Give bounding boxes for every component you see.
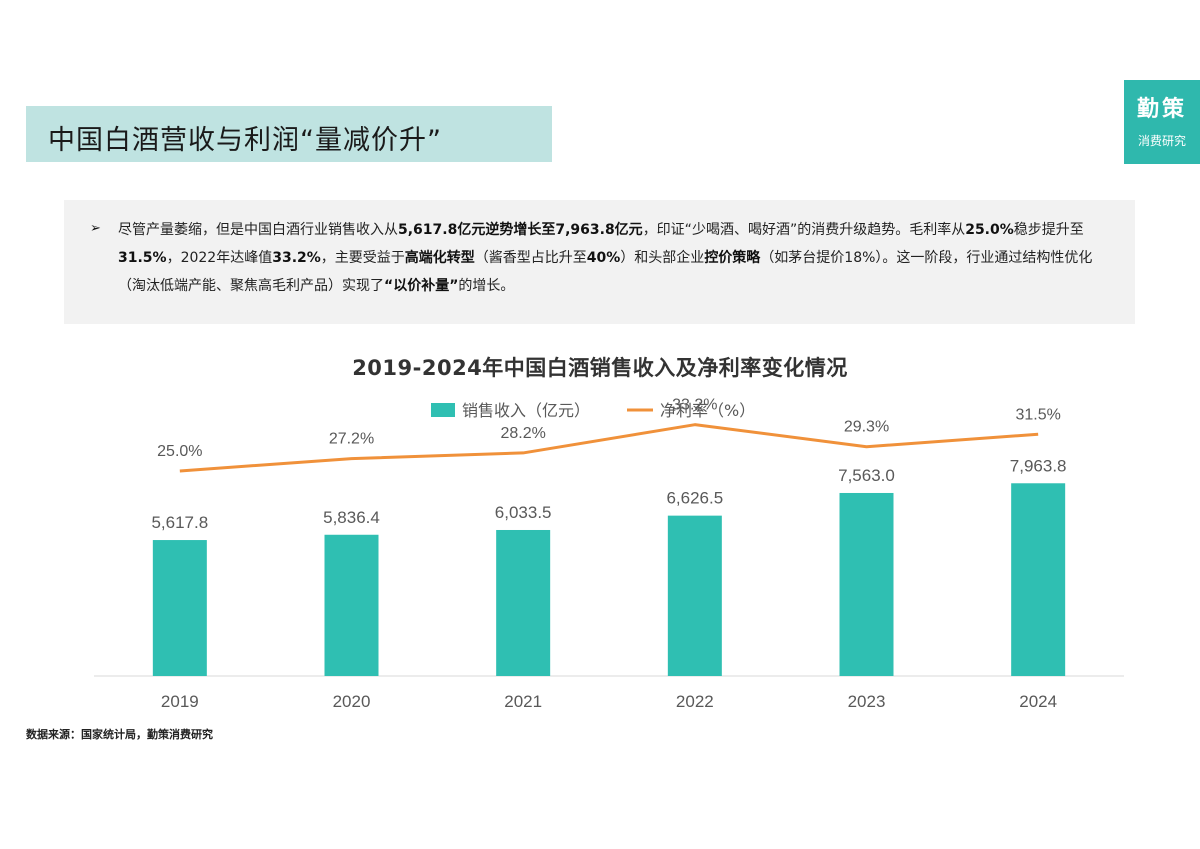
legend-label-revenue: 销售收入（亿元） — [462, 401, 590, 420]
legend-label-margin: 净利率（%） — [660, 401, 755, 420]
summary-highlight: “以价补量” — [384, 278, 459, 294]
chart-title: 2019-2024年中国白酒销售收入及净利率变化情况 — [352, 356, 848, 380]
bar-value-label: 7,963.8 — [1010, 456, 1067, 475]
summary-segment: ，印证“少喝酒、喝好酒”的消费升级趋势。毛利率从 — [642, 222, 966, 238]
bar-value-label: 5,617.8 — [151, 513, 208, 532]
legend-swatch-revenue — [431, 403, 455, 417]
summary-highlight: 5,617.8亿元逆势增长至7,963.8亿元 — [398, 222, 643, 238]
logo-subtext: 消费研究 — [1137, 134, 1186, 148]
bar-value-label: 5,836.4 — [323, 508, 380, 527]
line-net-margin — [179, 423, 1039, 473]
summary-text: 尽管产量萎缩，但是中国白酒行业销售收入从5,617.8亿元逆势增长至7,963.… — [118, 216, 1114, 300]
brand-logo: 勤策 消费研究 — [1124, 80, 1200, 164]
summary-highlight: 控价策略 — [704, 250, 761, 266]
line-value-label: 28.2% — [500, 425, 545, 442]
x-tick-label: 2022 — [676, 692, 714, 711]
bar-revenue — [839, 492, 894, 676]
bar-revenue — [324, 534, 379, 676]
summary-highlight: 33.2% — [272, 250, 321, 266]
bar-value-label: 7,563.0 — [838, 466, 895, 485]
line-value-label: 33.2% — [672, 397, 717, 414]
summary-highlight: 40% — [586, 250, 621, 266]
line-value-label: 25.0% — [157, 443, 202, 460]
line-value-label: 29.3% — [844, 419, 889, 436]
bar-revenue — [152, 540, 207, 676]
summary-segment: 的增长。 — [458, 278, 515, 294]
summary-segment: 稳步提升至 — [1013, 222, 1084, 238]
bullet-arrow-icon: ➢ — [90, 220, 101, 235]
summary-segment: ，2022年达峰值 — [166, 250, 273, 266]
summary-segment: （酱香型占比升至 — [474, 250, 587, 266]
x-tick-label: 2020 — [333, 692, 371, 711]
line-value-label: 27.2% — [329, 431, 374, 448]
summary-segment: 尽管产量萎缩，但是中国白酒行业销售收入从 — [118, 222, 398, 238]
title-banner: 中国白酒营收与利润“量减价升” — [26, 106, 552, 162]
bar-revenue — [1011, 483, 1066, 676]
summary-box: ➢ 尽管产量萎缩，但是中国白酒行业销售收入从5,617.8亿元逆势增长至7,96… — [64, 200, 1135, 324]
x-tick-label: 2024 — [1019, 692, 1057, 711]
bar-value-label: 6,033.5 — [495, 503, 552, 522]
bar-revenue — [667, 515, 722, 676]
x-tick-label: 2021 — [504, 692, 542, 711]
x-tick-label: 2023 — [848, 692, 886, 711]
line-value-label: 31.5% — [1015, 406, 1060, 423]
summary-segment: ，主要受益于 — [320, 250, 405, 266]
data-source: 数据来源：国家统计局，勤策消费研究 — [26, 728, 213, 741]
summary-highlight: 25.0% — [965, 222, 1014, 238]
logo-text: 勤策 — [1136, 97, 1187, 122]
summary-highlight: 高端化转型 — [404, 250, 475, 266]
page-title: 中国白酒营收与利润“量减价升” — [48, 125, 442, 156]
summary-highlight: 31.5% — [118, 250, 167, 266]
x-tick-label: 2019 — [161, 692, 199, 711]
bar-value-label: 6,626.5 — [666, 489, 723, 508]
summary-segment: （如茅台提价18%）。这一阶段，行业通过结构性优化（淘汰低端产能、聚焦高毛利产品… — [118, 250, 1093, 294]
bar-revenue — [496, 529, 551, 676]
summary-segment: ）和头部企业 — [620, 250, 705, 266]
